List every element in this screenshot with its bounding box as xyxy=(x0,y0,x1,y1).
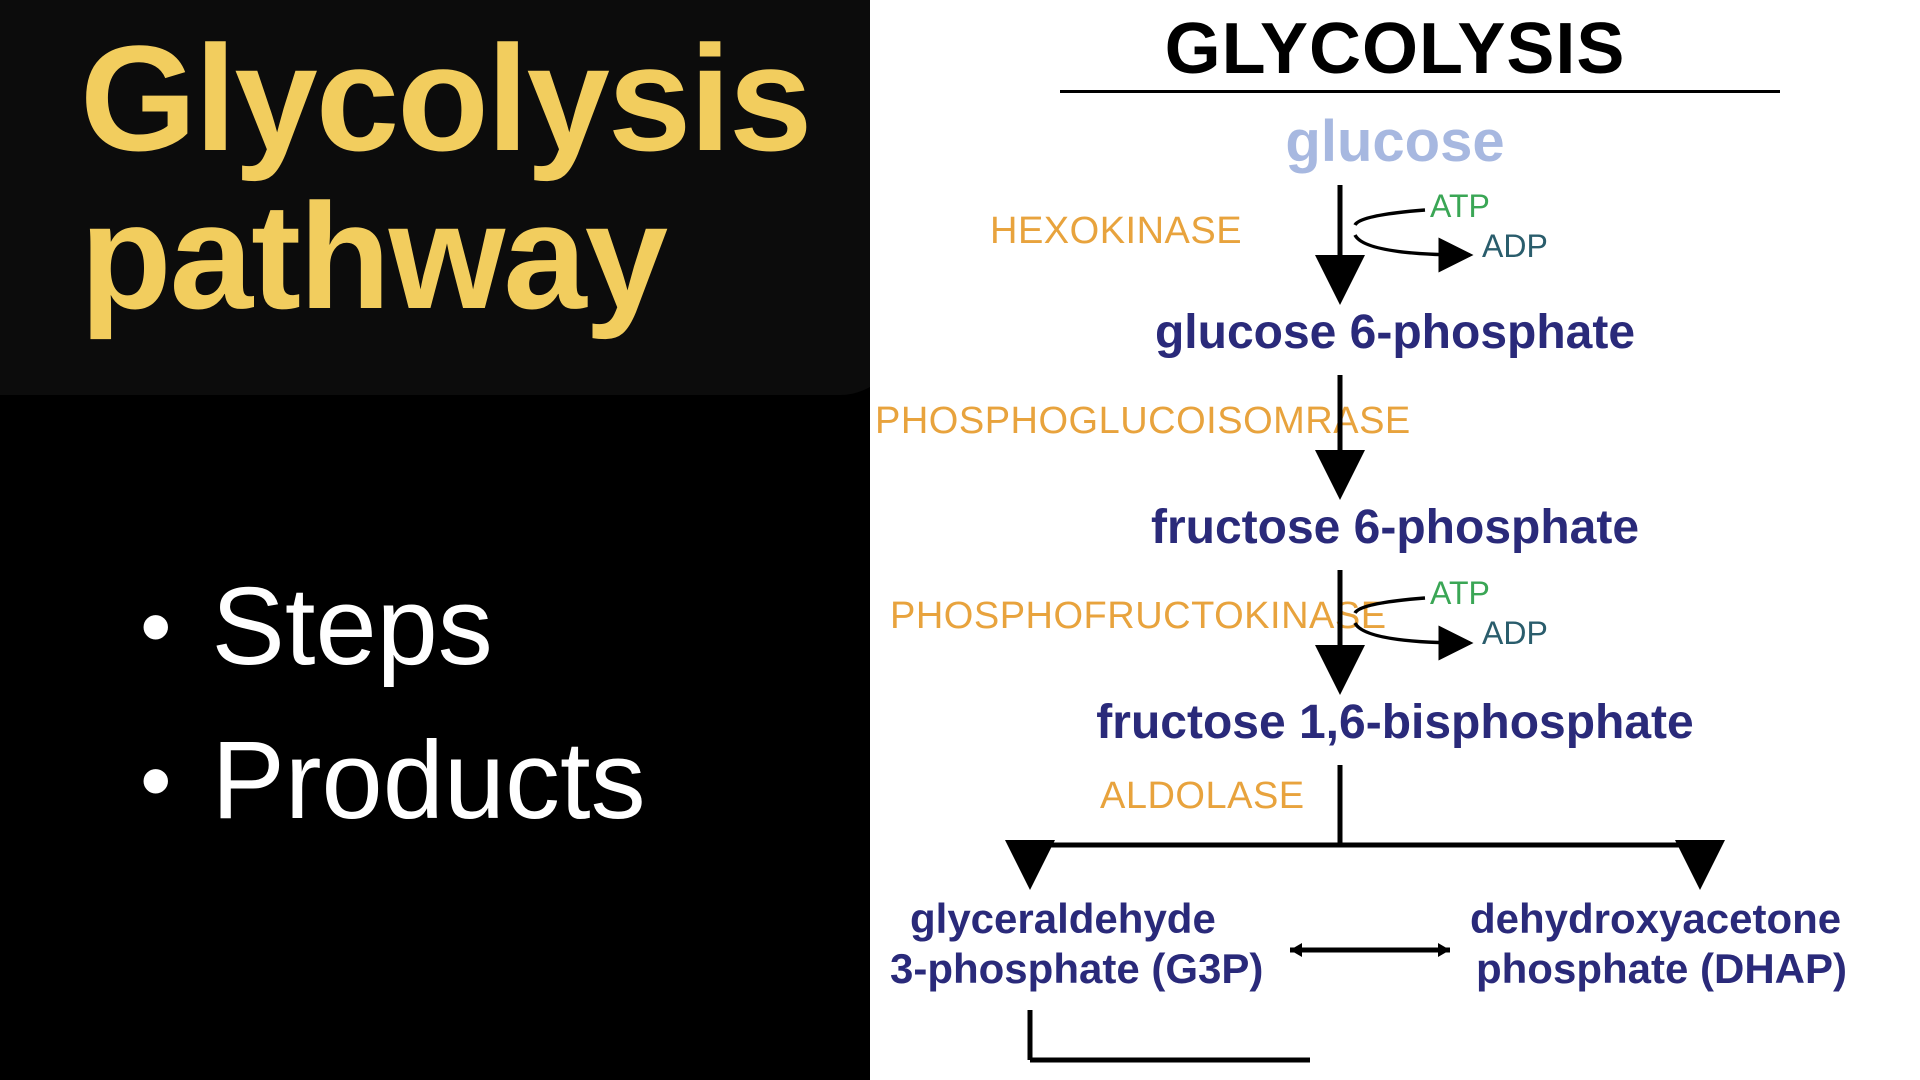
bullet-products: Products xyxy=(140,704,646,858)
cofactor-atp-1: ATP xyxy=(1430,188,1490,225)
enzyme-pfk: PHOSPHOFRUCTOKINASE xyxy=(890,595,1387,638)
title-line2: pathway xyxy=(80,178,820,336)
title-line1: Glycolysis xyxy=(80,20,820,178)
enzyme-hexokinase: HEXOKINASE xyxy=(990,210,1242,253)
bullet-list: Steps Products xyxy=(140,550,646,858)
cofactor-adp-1: ADP xyxy=(1482,228,1548,265)
molecule-g6p: glucose 6-phosphate xyxy=(1155,305,1635,360)
bullet-steps: Steps xyxy=(140,550,646,704)
molecule-f16bp: fructose 1,6-bisphosphate xyxy=(1096,695,1693,750)
molecule-dhap-b: phosphate (DHAP) xyxy=(1476,945,1847,993)
molecule-g3p-a: glyceraldehyde xyxy=(910,895,1216,943)
left-panel: Glycolysis pathway Steps Products xyxy=(0,0,870,1080)
enzyme-pgi: PHOSPHOGLUCOISOMRASE xyxy=(875,400,1411,443)
molecule-glucose: glucose xyxy=(1285,108,1504,175)
molecule-g3p-b: 3-phosphate (G3P) xyxy=(890,945,1263,993)
cofactor-adp-2: ADP xyxy=(1482,615,1548,652)
molecule-dhap-a: dehydroxyacetone xyxy=(1470,895,1841,943)
diagram-panel: GLYCOLYSIS glucose HEXOKINASE ATP ADP gl… xyxy=(870,0,1920,1080)
title-underline xyxy=(1060,90,1780,93)
title-block: Glycolysis pathway xyxy=(0,0,900,395)
molecule-f6p: fructose 6-phosphate xyxy=(1151,500,1639,555)
enzyme-aldolase: ALDOLASE xyxy=(1100,775,1305,818)
cofactor-atp-2: ATP xyxy=(1430,575,1490,612)
diagram-title: GLYCOLYSIS xyxy=(1165,8,1626,90)
